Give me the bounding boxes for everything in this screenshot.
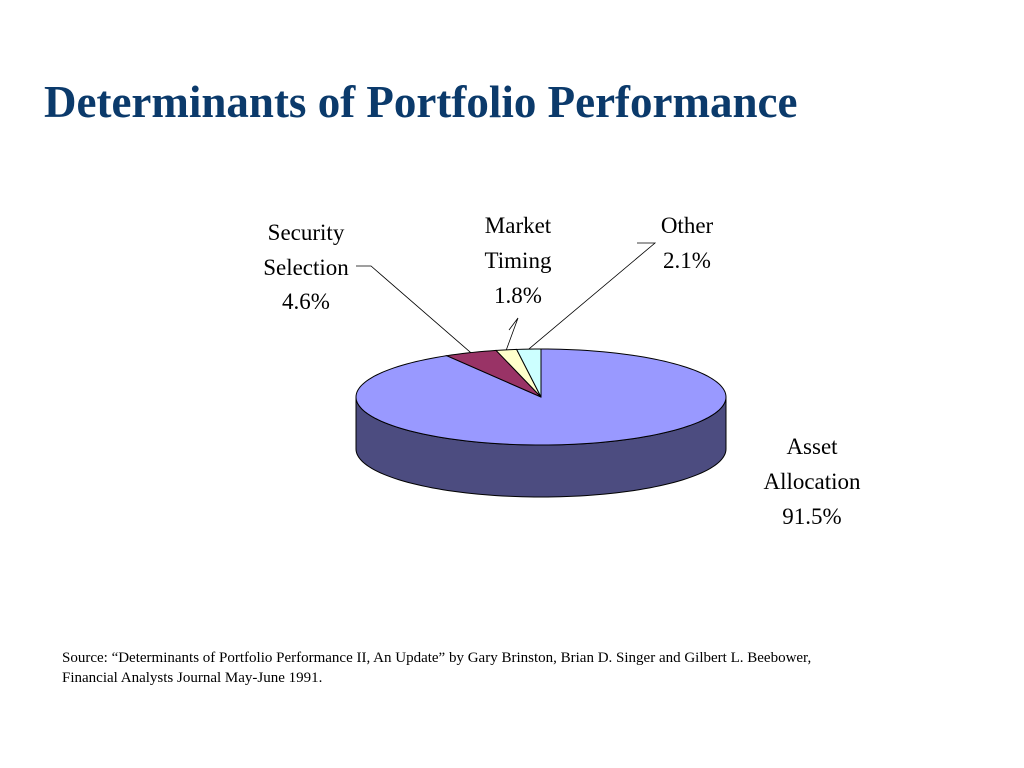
slice-value-label: 91.5% [782,504,841,529]
slice-label-market-timing: Market Timing 1.8% [485,213,552,308]
slice-name-line: Timing [485,248,552,273]
leader-line [356,265,471,353]
pie-slices [355,348,727,446]
slice-name-line: Market [485,213,552,238]
leader-line [528,242,657,350]
slice-value-label: 1.8% [494,283,542,308]
source-line: Source: “Determinants of Portfolio Perfo… [62,650,812,666]
page-title: Determinants of Portfolio Performance [44,77,798,127]
slice-value-label: 4.6% [282,289,330,314]
slice-label-asset-allocation: Asset Allocation 91.5% [763,434,861,529]
slice-label-other: Other 2.1% [661,213,714,273]
slice-value-label: 2.1% [663,248,711,273]
source-citation: Source: “Determinants of Portfolio Perfo… [62,648,962,688]
source-line: Financial Analysts Journal May-June 1991… [62,670,323,686]
pie-chart: Asset Allocation 91.5% Security Selectio… [263,213,861,529]
pie-slice [445,349,542,398]
slice-name-line: Other [661,213,714,238]
slice-name-line: Allocation [763,469,861,494]
leader-line [505,317,519,351]
slice-name-line: Selection [263,255,349,280]
slice-label-security-selection: Security Selection 4.6% [263,220,349,314]
slice-name-line: Asset [786,434,838,459]
slice-name-line: Security [268,220,345,245]
leader-lines [356,242,657,353]
